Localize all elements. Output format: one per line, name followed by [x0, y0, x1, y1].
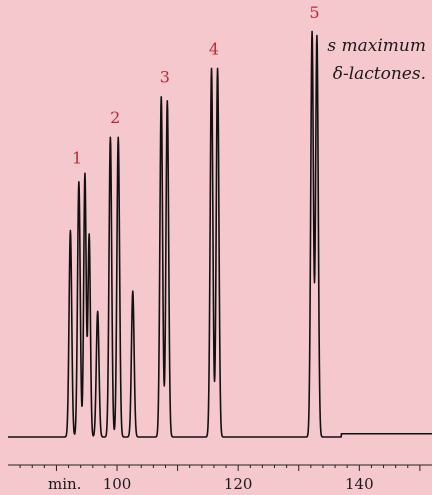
peak-label-4: 4	[209, 39, 219, 58]
caption-line-2: δ-lactones.	[333, 64, 426, 84]
x-axis-unit-label: min.	[48, 475, 81, 493]
x-axis-ticks: 100 120 140	[19, 465, 421, 493]
trace-layer	[7, 30, 432, 438]
peak-label-5: 5	[309, 3, 319, 22]
x-tick-label-120: 120	[224, 475, 253, 493]
x-tick-label-140: 140	[345, 475, 374, 493]
x-tick-label-100: 100	[103, 475, 132, 493]
peak-label-layer: 1 2 3 4 5	[72, 3, 320, 168]
peak-label-2: 2	[110, 108, 120, 127]
caption-line-1: s maximum	[327, 36, 426, 56]
peak-label-1: 1	[72, 149, 82, 168]
chromatogram-trace	[7, 30, 432, 438]
peak-label-3: 3	[160, 68, 170, 87]
